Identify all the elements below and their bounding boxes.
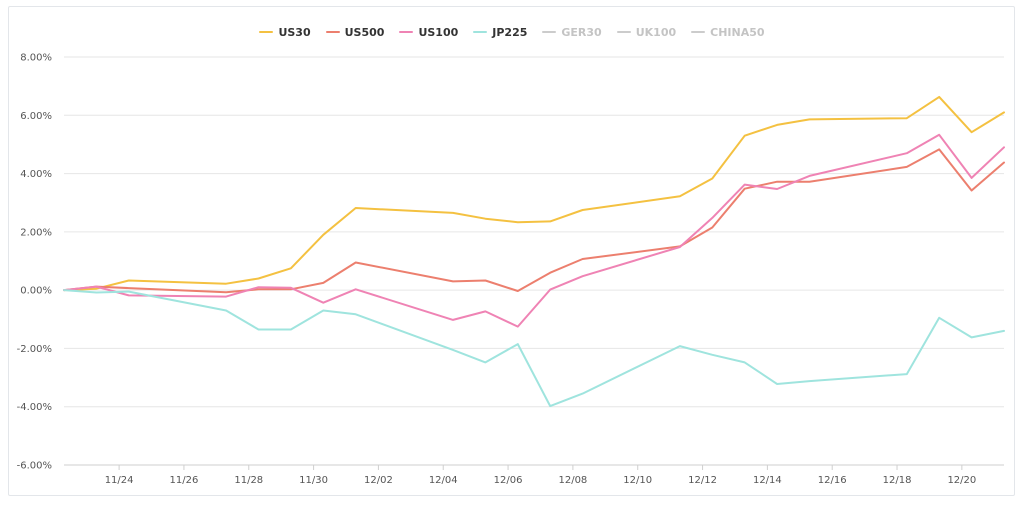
legend-label: US30 xyxy=(278,25,311,39)
x-tick-label: 12/18 xyxy=(883,475,912,486)
legend-swatch xyxy=(691,31,706,33)
x-tick-label: 11/30 xyxy=(299,475,328,486)
chart-legend: US30 US500 US100 JP225 GER30 UK100 CHINA50 xyxy=(0,22,1024,42)
x-tick-label: 11/26 xyxy=(170,475,199,486)
legend-item-uk100[interactable]: UK100 xyxy=(616,25,677,39)
legend-swatch xyxy=(325,31,340,33)
x-tick-label: 12/04 xyxy=(429,475,458,486)
legend-swatch xyxy=(399,31,414,33)
x-tick-label: 12/16 xyxy=(818,475,847,486)
series-line-jp225[interactable] xyxy=(63,289,1005,408)
legend-swatch xyxy=(616,31,631,33)
x-tick-label: 11/24 xyxy=(105,475,134,486)
y-tick-label: 2.00% xyxy=(20,227,52,238)
legend-swatch xyxy=(473,31,488,33)
legend-item-jp225[interactable]: JP225 xyxy=(473,26,527,39)
y-tick-label: 4.00% xyxy=(20,169,52,180)
legend-swatch xyxy=(542,31,557,33)
legend-item-china50[interactable]: CHINA50 xyxy=(691,25,765,39)
x-tick-label: 12/12 xyxy=(688,475,717,486)
legend-swatch xyxy=(259,31,274,33)
x-tick-label: 11/28 xyxy=(234,475,263,486)
legend-label: US500 xyxy=(344,25,385,39)
y-tick-label: 0.00% xyxy=(20,286,52,297)
x-tick-label: 12/14 xyxy=(753,475,782,486)
y-tick-label: 8.00% xyxy=(20,53,52,64)
chart-panel xyxy=(8,6,1015,496)
legend-item-ger30[interactable]: GER30 xyxy=(542,25,602,39)
x-tick-label: 12/20 xyxy=(947,475,976,486)
legend-label: US100 xyxy=(418,25,459,39)
y-tick-label: 6.00% xyxy=(20,111,52,122)
x-tick-label: 12/08 xyxy=(558,475,587,486)
legend-label: JP225 xyxy=(492,25,528,39)
legend-item-us100[interactable]: US100 xyxy=(399,26,458,39)
legend-item-us500[interactable]: US500 xyxy=(325,25,385,39)
y-tick-label: -4.00% xyxy=(17,402,52,413)
series-line-us30[interactable] xyxy=(63,95,1005,292)
x-tick-label: 12/10 xyxy=(623,475,652,486)
legend-label: GER30 xyxy=(561,25,602,39)
legend-label: CHINA50 xyxy=(710,25,765,39)
series-line-us100[interactable] xyxy=(63,133,1005,328)
x-tick-label: 12/06 xyxy=(494,475,523,486)
legend-label: UK100 xyxy=(635,25,677,39)
x-tick-label: 12/02 xyxy=(364,475,393,486)
y-tick-label: -2.00% xyxy=(17,344,52,355)
series-line-us500[interactable] xyxy=(63,148,1005,294)
legend-item-us30[interactable]: US30 xyxy=(259,25,311,39)
y-tick-label: -6.00% xyxy=(17,461,52,472)
